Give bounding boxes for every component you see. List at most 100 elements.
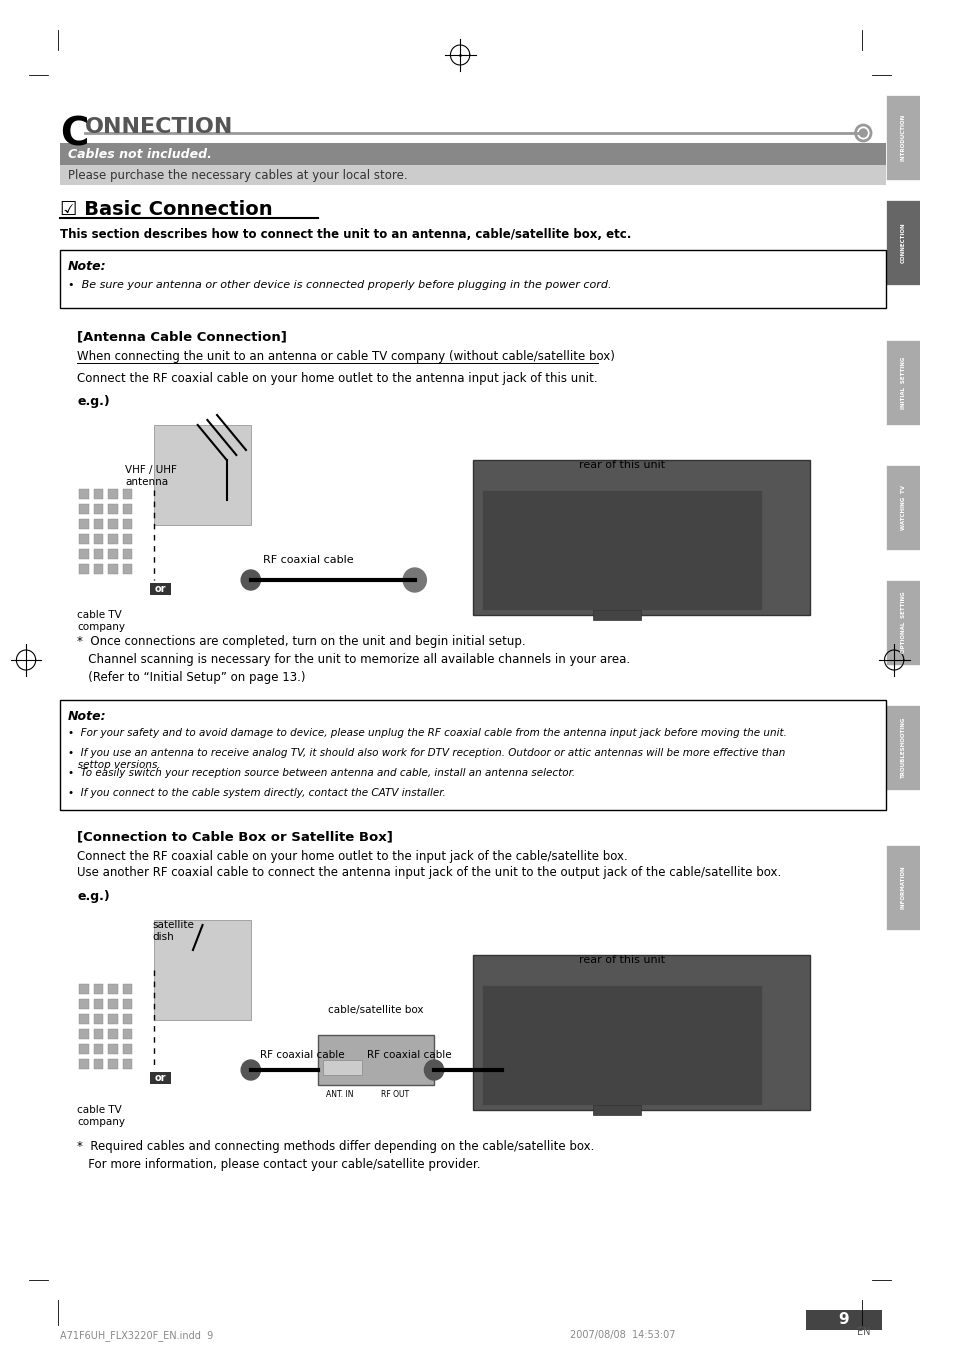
FancyBboxPatch shape xyxy=(108,1029,117,1039)
Text: C: C xyxy=(60,115,89,153)
FancyBboxPatch shape xyxy=(79,519,89,530)
Text: Cables not included.: Cables not included. xyxy=(68,147,212,161)
Text: *  Required cables and connecting methods differ depending on the cable/satellit: * Required cables and connecting methods… xyxy=(77,1140,594,1152)
Ellipse shape xyxy=(167,921,209,958)
Text: RF coaxial cable: RF coaxial cable xyxy=(260,1050,345,1061)
Circle shape xyxy=(859,128,866,136)
FancyBboxPatch shape xyxy=(472,955,809,1111)
FancyBboxPatch shape xyxy=(93,1059,103,1069)
FancyBboxPatch shape xyxy=(323,1061,361,1075)
FancyBboxPatch shape xyxy=(108,1044,117,1054)
FancyBboxPatch shape xyxy=(805,1310,881,1329)
Text: Note:: Note: xyxy=(68,711,106,723)
FancyBboxPatch shape xyxy=(108,563,117,574)
FancyBboxPatch shape xyxy=(122,549,132,559)
Text: INTRODUCTION: INTRODUCTION xyxy=(900,113,905,161)
Text: Connect the RF coaxial cable on your home outlet to the antenna input jack of th: Connect the RF coaxial cable on your hom… xyxy=(77,372,598,385)
FancyBboxPatch shape xyxy=(60,700,885,811)
FancyBboxPatch shape xyxy=(79,1015,89,1024)
Text: 2007/08/08  14:53:07: 2007/08/08 14:53:07 xyxy=(569,1329,675,1340)
FancyBboxPatch shape xyxy=(150,1071,171,1084)
Circle shape xyxy=(424,1061,443,1079)
FancyBboxPatch shape xyxy=(93,998,103,1009)
FancyBboxPatch shape xyxy=(108,489,117,499)
FancyBboxPatch shape xyxy=(79,984,89,994)
Text: •  Be sure your antenna or other device is connected properly before plugging in: • Be sure your antenna or other device i… xyxy=(68,280,610,290)
Text: Note:: Note: xyxy=(68,259,106,273)
Text: For more information, please contact your cable/satellite provider.: For more information, please contact you… xyxy=(77,1158,480,1171)
Text: satellite
dish: satellite dish xyxy=(152,920,194,942)
Text: EN: EN xyxy=(856,1327,869,1337)
Text: [Antenna Cable Connection]: [Antenna Cable Connection] xyxy=(77,330,287,343)
FancyBboxPatch shape xyxy=(122,1059,132,1069)
FancyBboxPatch shape xyxy=(154,426,251,526)
FancyBboxPatch shape xyxy=(318,1035,434,1085)
FancyBboxPatch shape xyxy=(79,563,89,574)
FancyBboxPatch shape xyxy=(122,1044,132,1054)
FancyBboxPatch shape xyxy=(885,200,920,285)
Text: e.g.): e.g.) xyxy=(77,890,110,902)
Text: This section describes how to connect the unit to an antenna, cable/satellite bo: This section describes how to connect th… xyxy=(60,228,631,240)
FancyBboxPatch shape xyxy=(885,844,920,929)
FancyBboxPatch shape xyxy=(93,489,103,499)
Text: •  To easily switch your reception source between antenna and cable, install an : • To easily switch your reception source… xyxy=(68,767,574,778)
FancyBboxPatch shape xyxy=(885,580,920,665)
FancyBboxPatch shape xyxy=(79,534,89,544)
Text: Please purchase the necessary cables at your local store.: Please purchase the necessary cables at … xyxy=(68,169,407,181)
FancyBboxPatch shape xyxy=(122,984,132,994)
FancyBboxPatch shape xyxy=(593,611,640,620)
Text: Channel scanning is necessary for the unit to memorize all available channels in: Channel scanning is necessary for the un… xyxy=(77,653,630,666)
FancyBboxPatch shape xyxy=(93,563,103,574)
Text: When connecting the unit to an antenna or cable TV company (without cable/satell: When connecting the unit to an antenna o… xyxy=(77,350,615,363)
FancyBboxPatch shape xyxy=(482,985,761,1105)
FancyBboxPatch shape xyxy=(122,519,132,530)
Text: ☑ Basic Connection: ☑ Basic Connection xyxy=(60,200,273,219)
Text: cable TV
company: cable TV company xyxy=(77,1105,125,1127)
FancyBboxPatch shape xyxy=(885,705,920,790)
FancyBboxPatch shape xyxy=(108,1059,117,1069)
Text: *  Once connections are completed, turn on the unit and begin initial setup.: * Once connections are completed, turn o… xyxy=(77,635,525,648)
FancyBboxPatch shape xyxy=(108,1015,117,1024)
FancyBboxPatch shape xyxy=(122,1029,132,1039)
FancyBboxPatch shape xyxy=(93,504,103,513)
FancyBboxPatch shape xyxy=(108,984,117,994)
Text: cable TV
company: cable TV company xyxy=(77,611,125,632)
Text: RF coaxial cable: RF coaxial cable xyxy=(263,555,354,565)
Text: •  For your safety and to avoid damage to device, please unplug the RF coaxial c: • For your safety and to avoid damage to… xyxy=(68,728,785,738)
Text: •  If you use an antenna to receive analog TV, it should also work for DTV recep: • If you use an antenna to receive analo… xyxy=(68,748,784,770)
FancyBboxPatch shape xyxy=(60,250,885,308)
FancyBboxPatch shape xyxy=(472,459,809,615)
FancyBboxPatch shape xyxy=(79,1044,89,1054)
Text: A71F6UH_FLX3220F_EN.indd  9: A71F6UH_FLX3220F_EN.indd 9 xyxy=(60,1329,213,1342)
FancyBboxPatch shape xyxy=(93,1029,103,1039)
FancyBboxPatch shape xyxy=(154,920,251,1020)
Circle shape xyxy=(241,1061,260,1079)
Text: RF OUT: RF OUT xyxy=(380,1090,409,1098)
FancyBboxPatch shape xyxy=(122,489,132,499)
FancyBboxPatch shape xyxy=(60,165,885,185)
FancyBboxPatch shape xyxy=(93,549,103,559)
FancyBboxPatch shape xyxy=(122,534,132,544)
Text: (Refer to “Initial Setup” on page 13.): (Refer to “Initial Setup” on page 13.) xyxy=(77,671,305,684)
Text: Connect the RF coaxial cable on your home outlet to the input jack of the cable/: Connect the RF coaxial cable on your hom… xyxy=(77,850,627,863)
Circle shape xyxy=(403,567,426,592)
FancyBboxPatch shape xyxy=(79,998,89,1009)
FancyBboxPatch shape xyxy=(93,1044,103,1054)
Circle shape xyxy=(241,570,260,590)
FancyBboxPatch shape xyxy=(93,534,103,544)
Text: Use another RF coaxial cable to connect the antenna input jack of the unit to th: Use another RF coaxial cable to connect … xyxy=(77,866,781,880)
Text: ANT. IN: ANT. IN xyxy=(326,1090,354,1098)
FancyBboxPatch shape xyxy=(885,465,920,550)
FancyBboxPatch shape xyxy=(93,519,103,530)
FancyBboxPatch shape xyxy=(79,489,89,499)
Text: or: or xyxy=(154,1073,166,1084)
FancyBboxPatch shape xyxy=(108,534,117,544)
FancyBboxPatch shape xyxy=(79,1059,89,1069)
Text: INFORMATION: INFORMATION xyxy=(900,866,905,909)
Text: CONNECTION: CONNECTION xyxy=(900,222,905,263)
Text: rear of this unit: rear of this unit xyxy=(578,955,664,965)
FancyBboxPatch shape xyxy=(122,1015,132,1024)
Text: •  If you connect to the cable system directly, contact the CATV installer.: • If you connect to the cable system dir… xyxy=(68,788,445,798)
FancyBboxPatch shape xyxy=(108,998,117,1009)
FancyBboxPatch shape xyxy=(122,998,132,1009)
